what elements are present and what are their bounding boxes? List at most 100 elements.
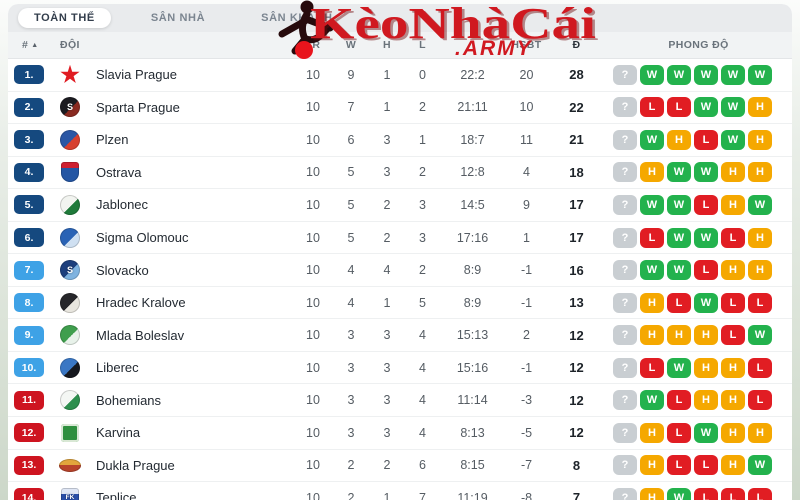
team-name[interactable]: Slavia Prague bbox=[96, 67, 177, 83]
tab-away[interactable]: SÂN KHÁCH bbox=[261, 12, 333, 24]
form-result-badge[interactable]: W bbox=[667, 357, 691, 378]
table-row[interactable]: 7. S Slovacko 10 4 4 2 8:9 -1 16 ? W W L H H bbox=[8, 254, 792, 287]
form-result-badge[interactable]: W bbox=[667, 162, 691, 183]
form-result-badge[interactable]: L bbox=[721, 292, 745, 313]
form-result-badge[interactable]: H bbox=[694, 357, 718, 378]
form-result-badge[interactable]: W bbox=[694, 422, 718, 443]
form-result-badge[interactable]: L bbox=[748, 487, 772, 500]
form-result-badge[interactable]: W bbox=[667, 194, 691, 215]
form-result-badge[interactable]: H bbox=[667, 325, 691, 346]
form-result-badge[interactable]: H bbox=[721, 422, 745, 443]
team-name[interactable]: Sigma Olomouc bbox=[96, 230, 189, 245]
form-result-badge[interactable]: W bbox=[694, 292, 718, 313]
form-upcoming-badge[interactable]: ? bbox=[613, 422, 637, 443]
table-row[interactable]: 13. Dukla Prague 10 2 2 6 8:15 -7 8 ? H L L… bbox=[8, 449, 792, 483]
table-row[interactable]: 2. S Sparta Prague 10 7 1 2 21:11 10 22 … bbox=[8, 91, 792, 125]
form-result-badge[interactable]: H bbox=[694, 325, 718, 346]
form-result-badge[interactable]: L bbox=[667, 390, 691, 411]
form-result-badge[interactable]: W bbox=[667, 64, 691, 85]
form-result-badge[interactable]: L bbox=[694, 194, 718, 215]
form-result-badge[interactable]: L bbox=[667, 455, 691, 476]
form-result-badge[interactable]: W bbox=[667, 227, 691, 248]
form-result-badge[interactable]: W bbox=[640, 64, 664, 85]
form-result-badge[interactable]: H bbox=[640, 292, 664, 313]
form-result-badge[interactable]: L bbox=[721, 487, 745, 500]
form-upcoming-badge[interactable]: ? bbox=[613, 325, 637, 346]
team-name[interactable]: Teplice bbox=[96, 490, 137, 500]
table-row[interactable]: 5. Jablonec 10 5 2 3 14:5 9 17 ? W W L H W bbox=[8, 189, 792, 222]
table-row[interactable]: 10. Liberec 10 3 3 4 15:16 -1 12 ? L W H H L bbox=[8, 351, 792, 385]
team-name[interactable]: Dukla Prague bbox=[96, 457, 175, 473]
form-result-badge[interactable]: H bbox=[748, 260, 772, 281]
form-result-badge[interactable]: L bbox=[640, 357, 664, 378]
form-upcoming-badge[interactable]: ? bbox=[613, 162, 637, 183]
form-result-badge[interactable]: W bbox=[640, 129, 664, 150]
form-result-badge[interactable]: W bbox=[667, 260, 691, 281]
team-name[interactable]: Sparta Prague bbox=[96, 99, 180, 115]
table-row[interactable]: 11. Bohemians 10 3 3 4 11:14 -3 12 ? W L H H… bbox=[8, 384, 792, 418]
form-result-badge[interactable]: L bbox=[667, 292, 691, 313]
table-row[interactable]: 9. Mlada Boleslav 10 3 3 4 15:13 2 12 ? H… bbox=[8, 319, 792, 352]
form-result-badge[interactable]: H bbox=[721, 455, 745, 476]
form-upcoming-badge[interactable]: ? bbox=[613, 357, 637, 378]
form-result-badge[interactable]: W bbox=[721, 97, 745, 118]
form-upcoming-badge[interactable]: ? bbox=[613, 64, 637, 85]
form-result-badge[interactable]: W bbox=[694, 227, 718, 248]
form-result-badge[interactable]: L bbox=[667, 97, 691, 118]
form-result-badge[interactable]: W bbox=[748, 325, 772, 346]
team-name[interactable]: Slovacko bbox=[96, 262, 149, 278]
form-result-badge[interactable]: W bbox=[667, 487, 691, 500]
team-name[interactable]: Ostrava bbox=[96, 164, 142, 180]
form-upcoming-badge[interactable]: ? bbox=[613, 260, 637, 281]
form-result-badge[interactable]: W bbox=[748, 194, 772, 215]
form-result-badge[interactable]: H bbox=[748, 97, 772, 118]
form-result-badge[interactable]: L bbox=[721, 227, 745, 248]
table-row[interactable]: 12. Karvina 10 3 3 4 8:13 -5 12 ? H L W H H bbox=[8, 417, 792, 450]
form-upcoming-badge[interactable]: ? bbox=[613, 455, 637, 476]
form-result-badge[interactable]: L bbox=[721, 325, 745, 346]
form-upcoming-badge[interactable]: ? bbox=[613, 129, 637, 150]
form-result-badge[interactable]: L bbox=[694, 487, 718, 500]
form-result-badge[interactable]: H bbox=[721, 357, 745, 378]
form-result-badge[interactable]: L bbox=[748, 357, 772, 378]
table-row[interactable]: 8. Hradec Kralove 10 4 1 5 8:9 -1 13 ? H L… bbox=[8, 286, 792, 320]
form-result-badge[interactable]: H bbox=[640, 455, 664, 476]
form-result-badge[interactable]: H bbox=[748, 422, 772, 443]
form-result-badge[interactable]: H bbox=[721, 260, 745, 281]
form-result-badge[interactable]: W bbox=[721, 129, 745, 150]
form-result-badge[interactable]: W bbox=[640, 390, 664, 411]
table-row[interactable]: 3. Plzen 10 6 3 1 18:7 11 21 ? W H L W H bbox=[8, 124, 792, 157]
form-result-badge[interactable]: W bbox=[721, 64, 745, 85]
tab-overall[interactable]: TOÀN THỂ bbox=[18, 8, 111, 28]
header-rank[interactable]: # ▲ bbox=[8, 39, 52, 51]
table-row[interactable]: 1. Slavia Prague 10 9 1 0 22:2 20 28 ? W W… bbox=[8, 59, 792, 92]
form-upcoming-badge[interactable]: ? bbox=[613, 292, 637, 313]
form-result-badge[interactable]: L bbox=[640, 227, 664, 248]
form-result-badge[interactable]: W bbox=[640, 194, 664, 215]
form-result-badge[interactable]: H bbox=[667, 129, 691, 150]
form-result-badge[interactable]: H bbox=[721, 162, 745, 183]
team-name[interactable]: Plzen bbox=[96, 132, 129, 148]
form-upcoming-badge[interactable]: ? bbox=[613, 390, 637, 411]
form-result-badge[interactable]: L bbox=[640, 97, 664, 118]
team-name[interactable]: Mlada Boleslav bbox=[96, 327, 185, 343]
table-row[interactable]: 14. FK Teplice 10 2 1 7 11:19 -8 7 ? H W L L… bbox=[8, 482, 792, 500]
form-result-badge[interactable]: W bbox=[694, 162, 718, 183]
form-result-badge[interactable]: H bbox=[748, 162, 772, 183]
table-row[interactable]: 4. Ostrava 10 5 3 2 12:8 4 18 ? H W W H H bbox=[8, 156, 792, 190]
team-name[interactable]: Karvina bbox=[96, 425, 141, 441]
form-result-badge[interactable]: H bbox=[640, 325, 664, 346]
form-upcoming-badge[interactable]: ? bbox=[613, 194, 637, 215]
form-result-badge[interactable]: H bbox=[748, 227, 772, 248]
form-upcoming-badge[interactable]: ? bbox=[613, 97, 637, 118]
form-upcoming-badge[interactable]: ? bbox=[613, 227, 637, 248]
form-result-badge[interactable]: W bbox=[748, 64, 772, 85]
form-result-badge[interactable]: L bbox=[694, 455, 718, 476]
form-result-badge[interactable]: W bbox=[748, 455, 772, 476]
form-result-badge[interactable]: W bbox=[694, 97, 718, 118]
form-result-badge[interactable]: L bbox=[748, 292, 772, 313]
form-result-badge[interactable]: L bbox=[694, 260, 718, 281]
form-result-badge[interactable]: H bbox=[640, 487, 664, 500]
form-result-badge[interactable]: H bbox=[721, 390, 745, 411]
form-result-badge[interactable]: W bbox=[694, 64, 718, 85]
